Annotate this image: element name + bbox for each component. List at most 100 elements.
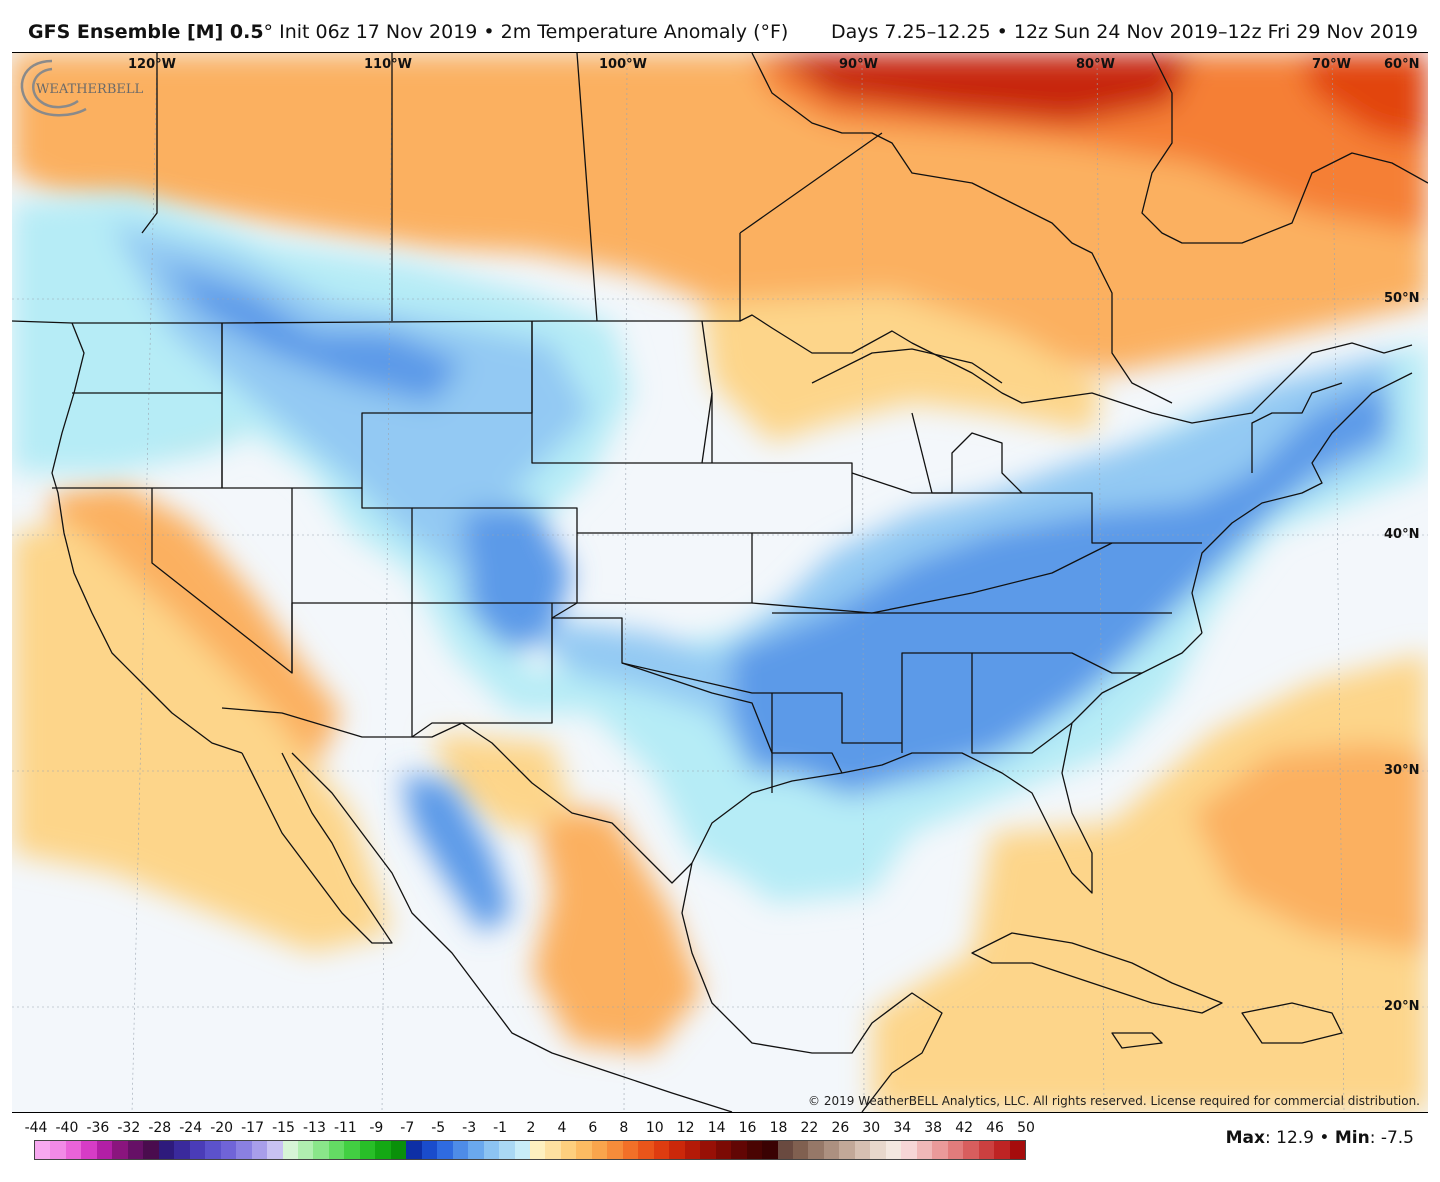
legend-swatch xyxy=(189,1141,206,1159)
legend-swatch xyxy=(127,1141,144,1159)
mexico-pacific-coast xyxy=(291,752,733,1112)
legend-swatch xyxy=(684,1141,701,1159)
legend-tick-label: -15 xyxy=(272,1120,295,1136)
legend-swatch xyxy=(777,1141,793,1159)
state-rockies xyxy=(291,488,413,673)
legend-swatch xyxy=(746,1141,763,1159)
us-canada-border xyxy=(12,314,1413,424)
legend-tick-label: -3 xyxy=(462,1120,477,1136)
legend-colorbar xyxy=(34,1140,1026,1160)
logo-swirl-inner xyxy=(32,67,79,109)
legend-swatch xyxy=(762,1141,778,1159)
legend-tick-label: 30 xyxy=(862,1120,881,1136)
legend-tick-label: -9 xyxy=(369,1120,384,1136)
meridian-120w xyxy=(131,53,158,1112)
legend-tick-label: 50 xyxy=(1017,1120,1035,1136)
lon-label-70w: 70°W xyxy=(1312,57,1351,72)
legend-swatch xyxy=(96,1141,113,1159)
state-arkansas-louisiana xyxy=(771,693,843,774)
legend-tick-label: -28 xyxy=(148,1120,172,1136)
legend-tick-label: 6 xyxy=(588,1120,598,1136)
warm-mexico xyxy=(532,803,702,1053)
lon-label-80w: 80°W xyxy=(1076,57,1115,72)
legend-swatch xyxy=(622,1141,639,1159)
legend-swatch xyxy=(823,1141,840,1159)
legend-swatch xyxy=(839,1141,855,1159)
legend-tick-label: -13 xyxy=(303,1120,326,1136)
texas-to-florida-coast xyxy=(691,632,1203,894)
legend-swatch xyxy=(808,1141,824,1159)
legend-swatch xyxy=(205,1141,221,1159)
canada-provinces xyxy=(141,53,883,322)
lat-label-50n: 50°N xyxy=(1384,291,1420,306)
state-carolinas xyxy=(972,652,1142,674)
legend-swatch xyxy=(560,1141,577,1159)
legend-swatch xyxy=(236,1141,252,1159)
legend-tick-label: 46 xyxy=(986,1120,1004,1136)
cool-southeast-core xyxy=(732,383,1392,813)
legend-tick-label: -17 xyxy=(241,1120,264,1136)
color-legend: -44 -40 -36 -32 -28 -24 -20 -17 -15 -13 -11 -9 -7 -5-… xyxy=(25,1120,1035,1160)
legend-swatch xyxy=(174,1141,190,1159)
legend-swatch xyxy=(220,1141,237,1159)
lon-label-90w: 90°W xyxy=(839,57,878,72)
legend-swatch xyxy=(143,1141,159,1159)
legend-swatch xyxy=(81,1141,97,1159)
legend-swatch xyxy=(530,1141,546,1159)
legend-tick-label: 34 xyxy=(893,1120,912,1136)
warm-northeast-corner xyxy=(1302,53,1428,143)
lat-label-60n: 60°N xyxy=(1384,57,1420,72)
legend-swatch xyxy=(870,1141,886,1159)
legend-tick-label: 18 xyxy=(769,1120,788,1136)
baja-coast xyxy=(241,752,393,944)
legend-tick-label: 26 xyxy=(831,1120,850,1136)
legend-swatch xyxy=(158,1141,175,1159)
valid-period: Days 7.25–12.25 • 12z Sun 24 Nov 2019–12… xyxy=(830,21,1418,43)
legend-swatch xyxy=(313,1141,329,1159)
meridian-110w xyxy=(381,53,393,1112)
warm-california xyxy=(52,483,342,773)
us-mexico-border xyxy=(221,707,693,884)
legend-swatch xyxy=(854,1141,871,1159)
legend-swatch xyxy=(653,1141,670,1159)
legend-swatch xyxy=(50,1141,66,1159)
legend-swatch xyxy=(282,1141,298,1159)
cool-montana xyxy=(162,263,462,403)
legend-swatch xyxy=(591,1141,608,1159)
legend-tick-label: 8 xyxy=(619,1120,629,1136)
west-coast xyxy=(51,322,243,754)
legend-tick-label: 2 xyxy=(526,1120,536,1136)
legend-swatch xyxy=(932,1141,948,1159)
canada-hudson-bay xyxy=(751,53,1173,404)
state-deep-south xyxy=(772,652,1073,754)
min-value: : -7.5 xyxy=(1369,1128,1414,1148)
cool-gulf xyxy=(652,773,892,893)
legend-tick-label: -5 xyxy=(431,1120,446,1136)
logo-text: WEATHERBELL xyxy=(36,82,143,97)
legend-ticks: -44 -40 -36 -32 -28 -24 -20 -17 -15 -13 -11 -9 -7 -5-… xyxy=(25,1120,1035,1138)
legend-swatch xyxy=(963,1141,979,1159)
max-min-stats: Max: 12.9 • Min: -7.5 xyxy=(1226,1128,1414,1148)
warm-atlantic xyxy=(1192,743,1428,953)
warm-pacific-southwest xyxy=(12,523,392,953)
legend-swatch xyxy=(545,1141,561,1159)
legend-swatch xyxy=(468,1141,484,1159)
state-texas xyxy=(551,618,773,793)
lon-label-110w: 110°W xyxy=(364,57,412,72)
legend-swatch xyxy=(901,1141,917,1159)
canada-east xyxy=(1141,53,1428,244)
weatherbell-logo: WEATHERBELL xyxy=(20,59,143,117)
warm-anomalies xyxy=(12,53,1428,1112)
lat-label-30n: 30°N xyxy=(1384,763,1420,778)
cool-baja xyxy=(402,773,512,933)
new-england xyxy=(1251,382,1343,473)
meridian-90w xyxy=(861,53,865,1112)
legend-tick-label: -44 xyxy=(24,1120,48,1136)
great-lakes-superior xyxy=(811,348,1003,384)
legend-swatch xyxy=(916,1141,933,1159)
legend-swatch xyxy=(65,1141,82,1159)
legend-swatch xyxy=(638,1141,654,1159)
gulf-coast xyxy=(681,862,943,1112)
east-coast xyxy=(1191,372,1413,634)
caribbean-hispaniola xyxy=(1241,1002,1343,1044)
